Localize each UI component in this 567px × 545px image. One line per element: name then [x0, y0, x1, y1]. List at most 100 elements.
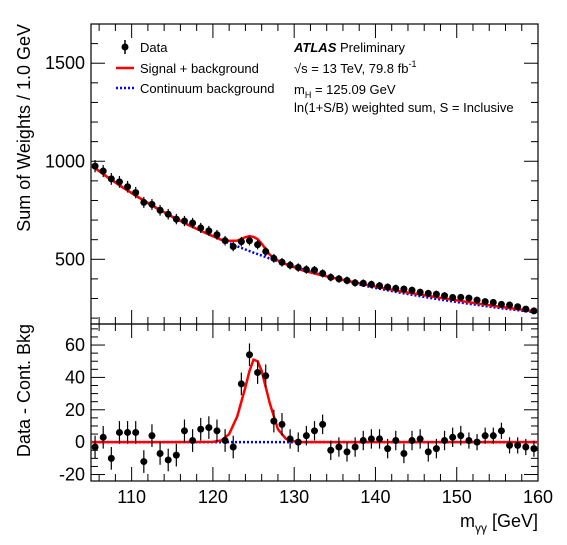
- residual-data-point: [254, 369, 262, 377]
- main-data-point: [115, 178, 123, 186]
- residual-data-point: [107, 454, 115, 462]
- residual-data-points: [91, 343, 538, 473]
- energy-lumi-label: √s = 13 TeV, 79.8 fb-1: [294, 59, 417, 76]
- main-data-point: [164, 210, 172, 218]
- residual-data-point: [213, 427, 221, 435]
- main-data-point: [497, 300, 505, 308]
- main-data-point: [172, 215, 180, 223]
- residual-data-point: [311, 427, 318, 435]
- residual-data-point: [424, 448, 432, 456]
- residual-data-point: [481, 432, 489, 440]
- main-data-point: [124, 183, 132, 191]
- residual-data-point: [497, 427, 505, 435]
- weighting-label: ln(1+S/B) weighted sum, S = Inclusive: [294, 100, 514, 115]
- main-data-point: [449, 294, 457, 302]
- residual-data-point: [384, 445, 392, 453]
- main-data-point: [432, 290, 440, 298]
- residual-data-point: [522, 443, 530, 451]
- main-y-tick-label: 500: [55, 249, 85, 269]
- residual-data-point: [278, 420, 286, 428]
- main-data-points: [91, 160, 538, 315]
- residual-data-point: [189, 437, 197, 445]
- x-axis-title-sub: γγ: [475, 521, 487, 535]
- main-data-point: [302, 265, 310, 273]
- residual-data-point: [473, 438, 481, 446]
- residual-data-point: [262, 372, 270, 380]
- residual-data-point: [148, 432, 156, 440]
- residual-y-tick-label: -20: [59, 465, 85, 485]
- residual-data-point: [465, 437, 473, 445]
- main-data-point: [359, 279, 367, 287]
- main-data-point: [319, 269, 327, 277]
- legend-entry-signal-background: Signal + background: [116, 61, 259, 76]
- x-tick-label: 160: [523, 487, 553, 507]
- legend: Data Signal + background Continuum backg…: [116, 40, 274, 96]
- main-data-point: [384, 283, 392, 291]
- residual-y-tick-label: 20: [65, 400, 85, 420]
- x-tick-label: 140: [360, 487, 390, 507]
- signal-plus-background-curve: [90, 164, 539, 314]
- residual-data-point: [164, 456, 172, 464]
- residual-data-point: [294, 438, 302, 446]
- x-axis-title-unit: [GeV]: [487, 511, 538, 531]
- residual-data-point: [124, 428, 132, 436]
- main-data-point: [424, 289, 432, 297]
- main-data-point: [262, 247, 270, 255]
- atlas-label-bold: ATLAS: [293, 40, 337, 55]
- legend-data-marker: [121, 43, 129, 51]
- main-data-point: [180, 217, 188, 225]
- atlas-label: ATLAS Preliminary: [293, 40, 405, 55]
- energy-lumi-sup: -1: [408, 59, 416, 69]
- main-data-point: [148, 200, 156, 208]
- main-y-tick-label: 1500: [45, 53, 85, 73]
- residual-data-point: [270, 417, 278, 425]
- legend-entry-data: Data: [121, 40, 168, 55]
- residual-data-point: [91, 443, 99, 451]
- main-y-axis: 500 1000 1500: [45, 23, 539, 324]
- residual-data-point: [197, 425, 205, 433]
- main-data-point: [367, 280, 375, 288]
- main-data-point: [457, 293, 465, 301]
- residual-data-point: [99, 433, 107, 441]
- residual-y-axis-title: Data - Cont. Bkg: [14, 324, 34, 457]
- residual-y-tick-label: 60: [65, 335, 85, 355]
- main-data-point: [99, 167, 107, 175]
- higgs-mass-sub: H: [305, 90, 312, 100]
- residual-data-point: [408, 437, 416, 445]
- main-data-point: [441, 292, 449, 300]
- main-data-point: [311, 266, 318, 274]
- x-axis-title: mγγ [GeV]: [460, 511, 538, 535]
- residual-data-point: [359, 437, 367, 445]
- residual-panel-frame: [90, 323, 539, 482]
- main-data-point: [327, 273, 335, 281]
- higgs-mass-value: = 125.09 GeV: [311, 82, 396, 97]
- x-tick-label: 130: [279, 487, 309, 507]
- main-data-point: [286, 261, 294, 269]
- x-tick-label: 120: [198, 487, 228, 507]
- residual-data-point: [392, 437, 400, 445]
- energy-lumi-text: √s = 13 TeV, 79.8 fb: [294, 61, 408, 76]
- atlas-label-rest: Preliminary: [336, 40, 405, 55]
- main-data-point: [107, 175, 115, 183]
- residual-data-point: [221, 437, 229, 445]
- main-data-point: [294, 264, 302, 272]
- residual-data-point: [180, 427, 188, 435]
- residual-data-point: [115, 428, 123, 436]
- residual-data-point: [441, 437, 449, 445]
- residual-data-point: [432, 445, 440, 453]
- residual-data-point: [237, 380, 245, 388]
- residual-data-point: [172, 451, 180, 459]
- higgs-mass-label: mH = 125.09 GeV: [294, 82, 396, 100]
- atlas-annotation: ATLAS Preliminary √s = 13 TeV, 79.8 fb-1…: [293, 40, 514, 115]
- residual-data-point: [132, 428, 140, 436]
- legend-signal-label: Signal + background: [140, 61, 259, 76]
- main-data-point: [91, 162, 99, 170]
- main-data-point: [481, 298, 489, 306]
- main-data-point: [245, 237, 253, 245]
- main-data-point: [213, 231, 221, 239]
- main-data-point: [343, 276, 351, 284]
- main-data-point: [140, 198, 148, 206]
- residual-y-tick-label: 0: [75, 432, 85, 452]
